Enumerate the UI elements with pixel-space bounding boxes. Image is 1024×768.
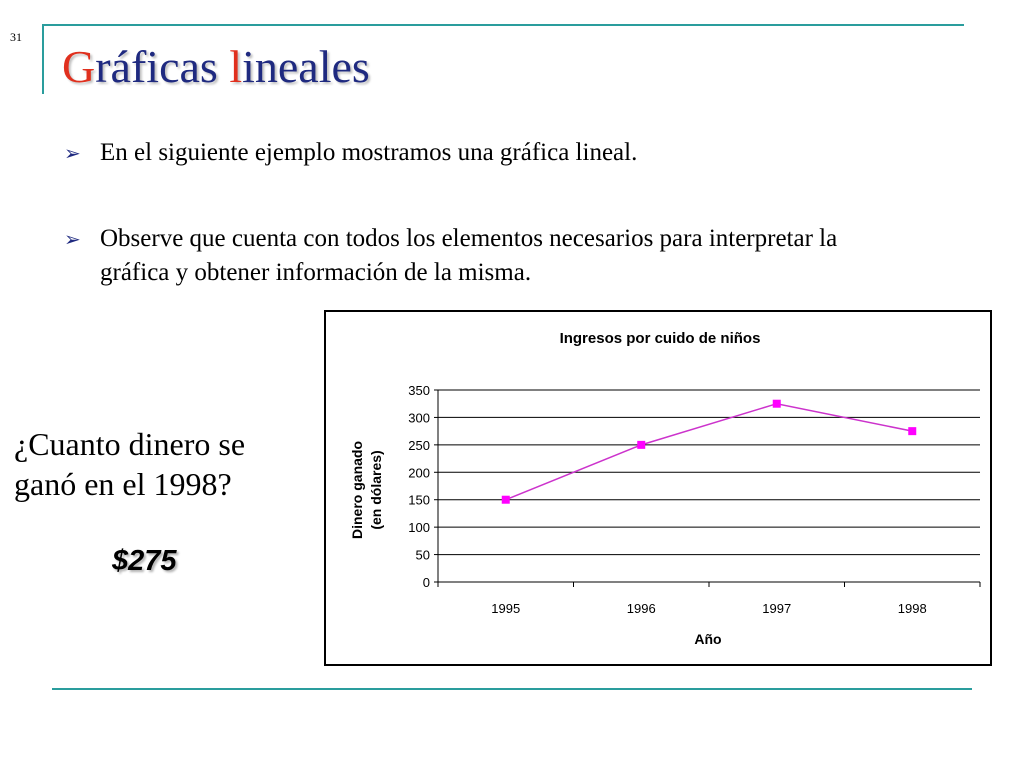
arrow-bullet-icon: ➢ [64, 227, 81, 251]
top-rule [42, 24, 964, 26]
line-chart: Ingresos por cuido de niños Año Dinero g… [324, 310, 992, 666]
question-text: ¿Cuanto dinero se ganó en el 1998? [14, 426, 246, 502]
chart-title: Ingresos por cuido de niños [560, 330, 761, 347]
data-point [501, 495, 510, 504]
y-tick-label: 300 [408, 410, 430, 425]
left-rule [42, 24, 44, 94]
y-axis-label-line2: (en dólares) [368, 450, 384, 529]
y-axis-label: Dinero ganado (en dólares) [349, 441, 384, 539]
chart-svg: Ingresos por cuido de niños Año Dinero g… [349, 330, 981, 647]
y-tick-label: 50 [416, 548, 430, 563]
title-first-letter: G [62, 41, 96, 92]
bullet-list: ➢ En el siguiente ejemplo mostramos una … [62, 136, 882, 342]
slide-number: 31 [10, 30, 22, 44]
bottom-rule [52, 688, 972, 690]
bullet-text: Observe que cuenta con todos los element… [100, 225, 838, 286]
y-tick-label: 200 [408, 465, 430, 480]
series-line [505, 402, 913, 501]
x-tick-label: 1996 [627, 601, 656, 616]
plot-area: 0 50 100 150 200 250 300 350 1995 1996 1997 1998 [408, 383, 981, 616]
bullet-item: ➢ En el siguiente ejemplo mostramos una … [62, 136, 882, 170]
title-part1: ráficas [95, 41, 230, 92]
data-point [908, 427, 917, 436]
data-point [772, 399, 781, 408]
y-tick-label: 350 [408, 383, 430, 398]
bullet-item: ➢ Observe que cuenta con todos los eleme… [62, 222, 882, 290]
slide-title: Gráficas lineales [62, 41, 370, 93]
x-tick-label: 1995 [491, 601, 520, 616]
answer-text: $275 [112, 545, 177, 577]
bullet-text: En el siguiente ejemplo mostramos una gr… [100, 139, 638, 166]
y-axis-label-line1: Dinero ganado [349, 441, 365, 539]
x-axis-label: Año [694, 631, 721, 647]
title-accent-letter: l [229, 41, 243, 92]
arrow-bullet-icon: ➢ [64, 141, 81, 165]
title-part2: ineales [242, 41, 370, 92]
y-tick-label: 0 [423, 575, 430, 590]
x-tick-label: 1998 [898, 601, 927, 616]
y-tick-label: 100 [408, 520, 430, 535]
x-tick-label: 1997 [762, 601, 791, 616]
y-tick-label: 150 [408, 493, 430, 508]
data-point [637, 440, 646, 449]
y-tick-label: 250 [408, 438, 430, 453]
